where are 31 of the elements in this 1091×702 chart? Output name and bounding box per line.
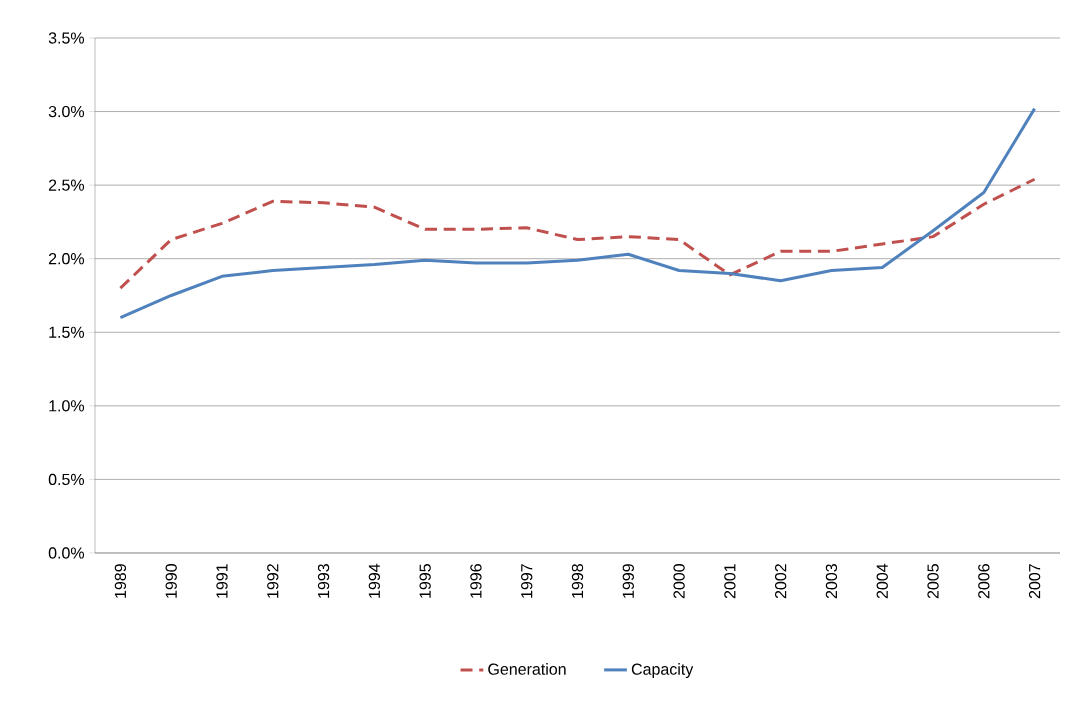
line-series [118, 107, 1037, 320]
x-tick-label: 1991 [216, 564, 228, 598]
x-tick-label: 2000 [673, 564, 685, 599]
y-tick-label: 3.0% [48, 105, 85, 118]
x-tick-label: 1997 [521, 564, 533, 598]
x-tick-label: 2002 [775, 564, 787, 599]
legend-label: Capacity [631, 663, 694, 679]
y-tick-label: 2.5% [48, 179, 85, 191]
y-tick-label: 1.0% [49, 400, 85, 412]
x-tick-label: 1989 [114, 564, 127, 598]
x-tick-label: 1992 [267, 564, 279, 598]
x-tick-label: 2007 [1028, 564, 1041, 599]
x-tick-label: 1998 [571, 564, 584, 598]
y-tick-label: 1.5% [49, 326, 85, 338]
x-tick-label: 1990 [165, 564, 177, 598]
x-tick-label: 2004 [876, 563, 888, 599]
x-tick-label: 2001 [724, 564, 736, 599]
legend-label: Generation [488, 663, 566, 675]
x-tick-label: 1996 [470, 564, 482, 598]
x-tick-label: 2003 [825, 564, 838, 599]
y-tick-label: 2.0% [48, 253, 85, 265]
y-tick-label: 3.5% [48, 32, 85, 44]
y-tick-label: 0.0% [48, 547, 85, 559]
x-tick-label: 1993 [317, 564, 330, 598]
y-tick-label: 0.5% [48, 473, 85, 486]
x-tick-label: 1994 [368, 563, 380, 598]
x-tick-label: 2006 [978, 564, 990, 599]
line-series [118, 177, 1037, 290]
x-tick-label: 1995 [419, 564, 431, 598]
x-tick-label: 2005 [927, 564, 939, 599]
x-tick-label: 1999 [622, 564, 634, 598]
